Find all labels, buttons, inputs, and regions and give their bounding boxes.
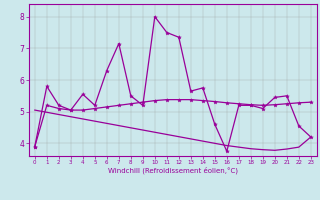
X-axis label: Windchill (Refroidissement éolien,°C): Windchill (Refroidissement éolien,°C)	[108, 167, 238, 174]
